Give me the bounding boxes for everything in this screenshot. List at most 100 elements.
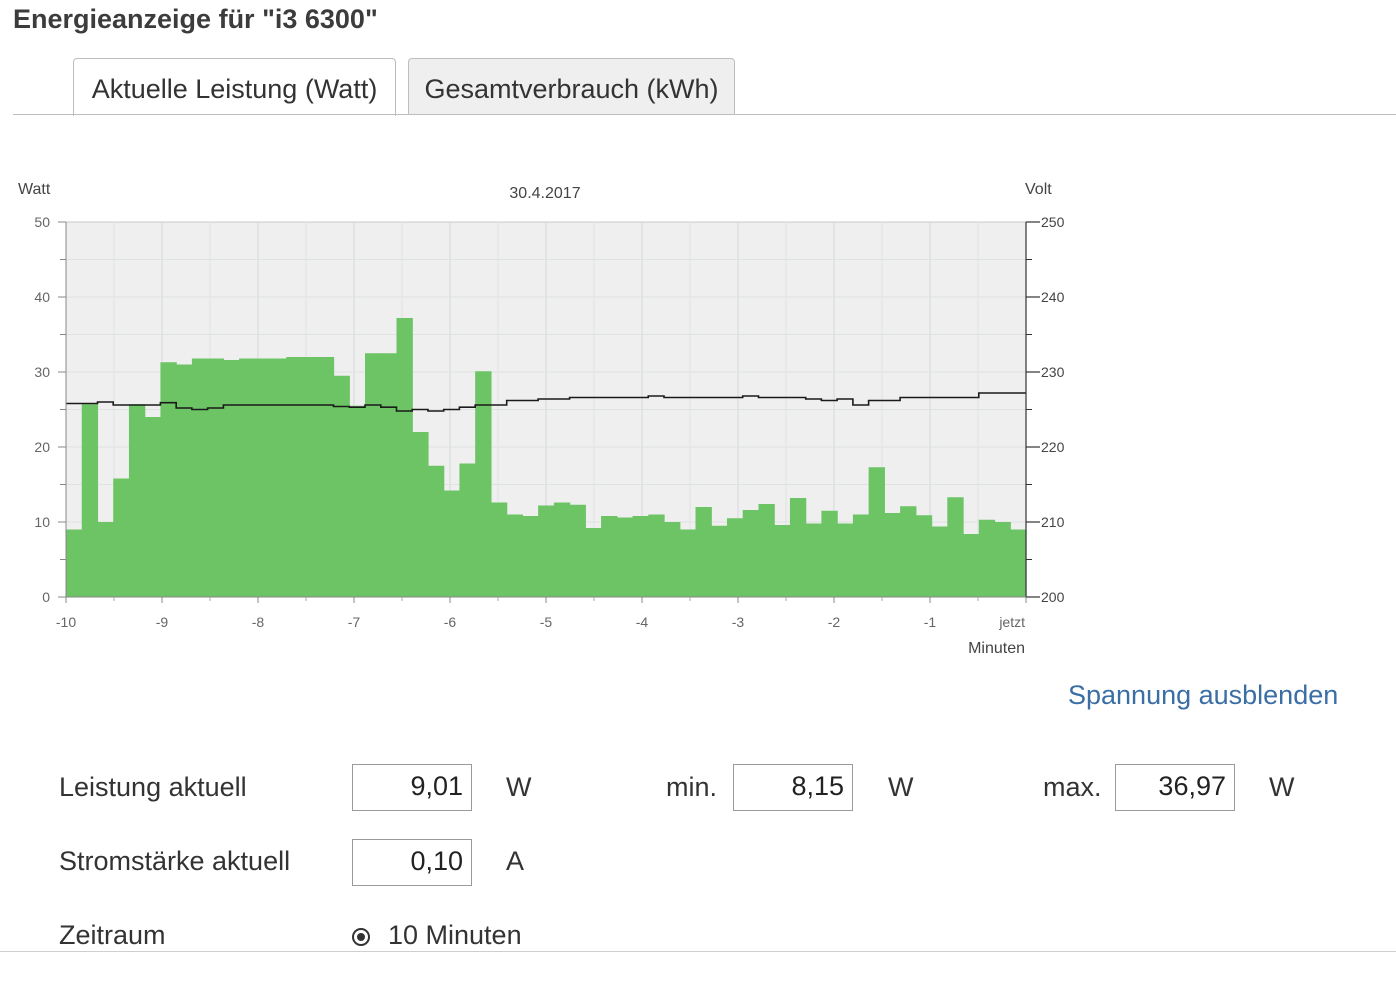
power-bar — [868, 467, 885, 597]
period-label: Zeitraum — [59, 920, 166, 950]
y-tick-label: 0 — [42, 589, 50, 605]
power-bar — [585, 528, 602, 597]
power-bar — [931, 526, 948, 597]
max-field: 36,97 — [1115, 764, 1235, 811]
power-bar — [506, 514, 523, 597]
current-label: Stromstärke aktuell — [59, 846, 291, 876]
power-bar — [726, 518, 744, 597]
power-unit: W — [506, 772, 532, 802]
power-bar — [1010, 529, 1027, 597]
power-bar — [144, 417, 162, 597]
period-option-label[interactable]: 10 Minuten — [388, 920, 522, 950]
tab-current-power[interactable]: Aktuelle Leistung (Watt) — [73, 58, 396, 116]
power-bar — [333, 375, 350, 597]
power-bar — [648, 514, 665, 597]
power-bar — [884, 513, 901, 597]
x-tick-label: -3 — [732, 614, 745, 630]
min-unit: W — [888, 772, 914, 802]
x-tick-label: -7 — [348, 614, 361, 630]
x-tick-label: -9 — [156, 614, 169, 630]
power-bar — [113, 478, 130, 597]
y-tick-label: 30 — [34, 364, 50, 380]
x-tick-label: -6 — [444, 614, 457, 630]
power-bar — [569, 504, 586, 597]
y-tick-label: 40 — [34, 289, 50, 305]
power-bar — [805, 523, 823, 597]
power-bar — [286, 357, 303, 597]
power-bar — [254, 358, 272, 597]
power-label: Leistung aktuell — [59, 772, 247, 802]
power-bar — [81, 404, 99, 597]
power-bar — [900, 506, 917, 597]
power-bar — [852, 514, 870, 597]
power-bar — [664, 522, 681, 597]
power-bar — [207, 358, 224, 597]
power-bar — [302, 357, 319, 597]
power-bar — [758, 504, 775, 597]
power-bar — [396, 318, 413, 597]
y2-axis-title: Volt — [1025, 181, 1052, 198]
y2-tick-label: 220 — [1041, 439, 1065, 455]
period-radio-10-minutes[interactable] — [352, 928, 370, 946]
power-field: 9,01 — [352, 764, 472, 811]
max-label: max. — [1043, 772, 1102, 802]
power-bar — [191, 358, 209, 597]
x-tick-label: -8 — [252, 614, 265, 630]
power-bar — [223, 360, 240, 597]
current-field: 0,10 — [352, 839, 472, 886]
power-bar — [522, 516, 539, 597]
power-bar — [427, 465, 445, 597]
power-bar — [538, 505, 555, 597]
y-tick-label: 50 — [34, 214, 50, 230]
tab-total-consumption[interactable]: Gesamtverbrauch (kWh) — [408, 58, 735, 115]
power-chart: 0 10 20 30 40 50 200 210 220 230 240 250 -10 -9 -8 -7 -6… — [0, 170, 1100, 670]
power-bar — [239, 358, 256, 597]
power-bar — [695, 507, 712, 597]
power-bar — [270, 358, 287, 597]
power-bar — [365, 353, 382, 597]
power-bar — [947, 497, 964, 597]
power-bar — [443, 490, 461, 597]
power-bar — [160, 362, 177, 597]
power-bar — [349, 405, 366, 597]
power-bar — [821, 510, 838, 597]
page-title: Energieanzeige für "i3 6300" — [13, 4, 378, 34]
power-chart-svg: 0 10 20 30 40 50 200 210 220 230 240 250 -10 -9 -8 -7 -6… — [18, 181, 1065, 657]
max-unit: W — [1269, 772, 1295, 802]
bottom-divider — [0, 951, 1396, 952]
power-bar — [632, 516, 649, 597]
y-tick-label: 10 — [34, 514, 50, 530]
power-bar — [97, 522, 114, 597]
power-bar — [915, 515, 933, 597]
power-bar — [475, 371, 492, 597]
power-bar — [742, 510, 760, 597]
power-bar — [490, 502, 508, 597]
y2-tick-label: 250 — [1041, 214, 1065, 230]
min-label: min. — [666, 772, 718, 802]
power-bar — [774, 525, 791, 597]
x-tick-label: -4 — [636, 614, 649, 630]
power-bar — [963, 534, 980, 597]
power-bar — [978, 519, 996, 597]
power-bar — [837, 523, 854, 597]
y2-tick-label: 200 — [1041, 589, 1065, 605]
y-axis-title: Watt — [18, 181, 51, 198]
power-bar — [601, 516, 618, 597]
power-bar — [994, 522, 1011, 597]
power-bar — [553, 502, 571, 597]
x-tick-label: -5 — [540, 614, 553, 630]
power-bar — [380, 353, 398, 597]
x-tick-label: -1 — [924, 614, 937, 630]
power-bar — [459, 463, 476, 597]
power-bar — [616, 517, 634, 597]
voltage-line — [66, 392, 1026, 412]
power-bar — [711, 525, 728, 597]
power-bar — [412, 432, 429, 597]
y2-tick-label: 210 — [1041, 514, 1065, 530]
power-bar — [317, 357, 335, 597]
x-tick-label: -2 — [828, 614, 841, 630]
x-tick-label: jetzt — [998, 614, 1025, 630]
y-tick-label: 20 — [34, 439, 50, 455]
hide-voltage-link[interactable]: Spannung ausblenden — [1068, 680, 1339, 710]
y2-tick-label: 230 — [1041, 364, 1065, 380]
